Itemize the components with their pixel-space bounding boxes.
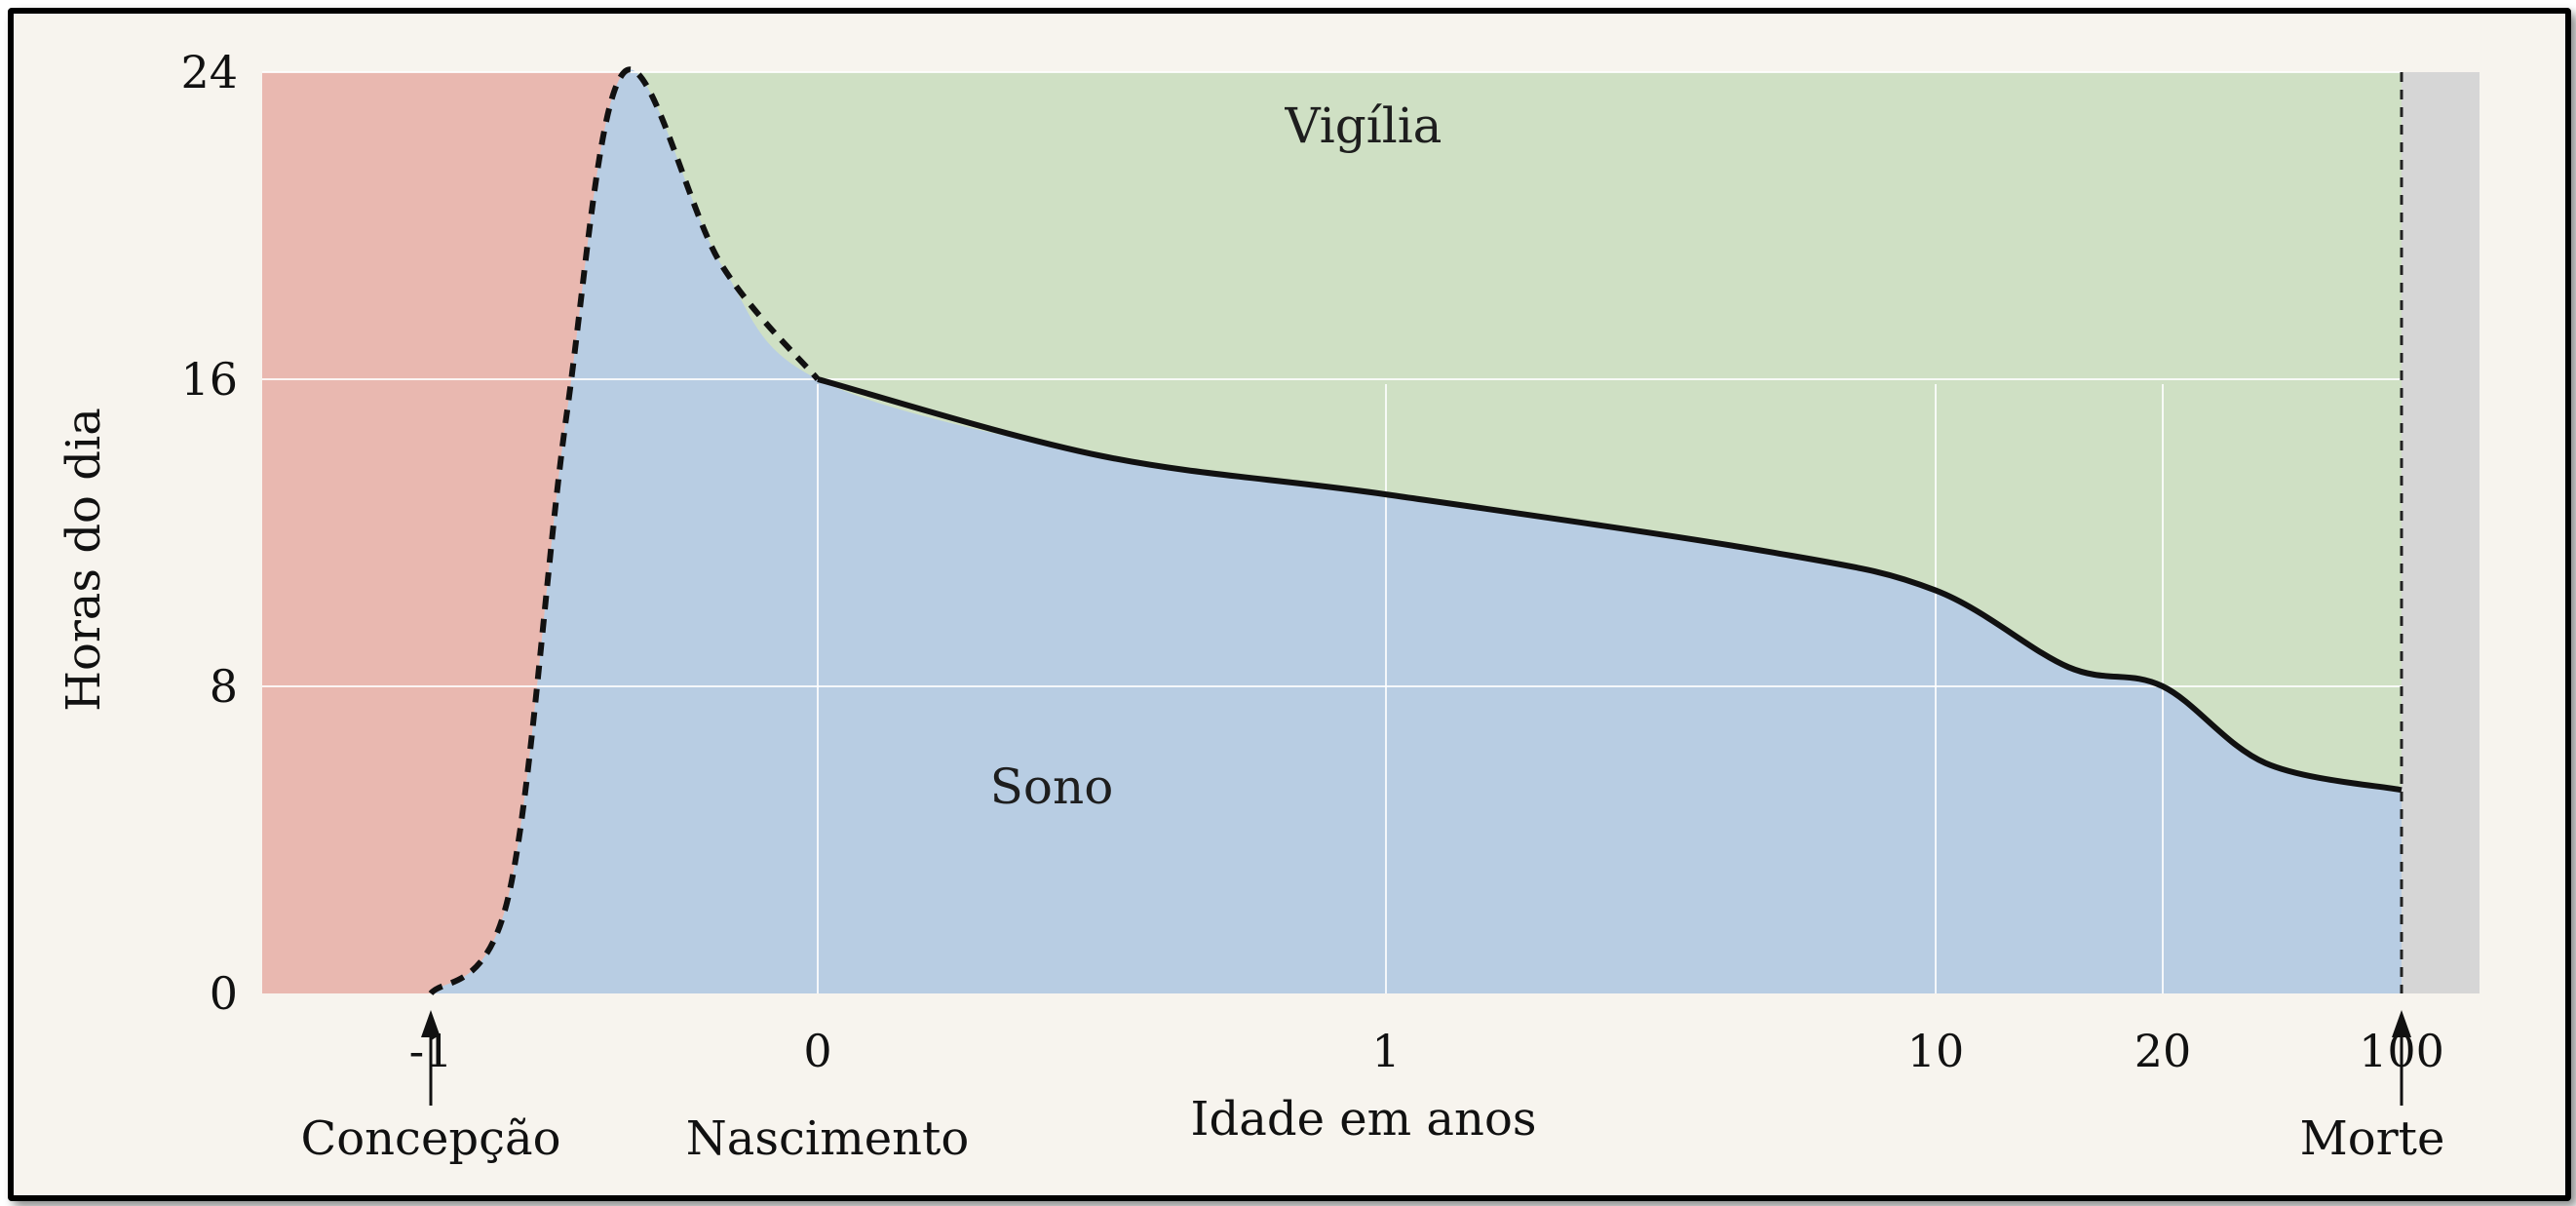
prenatal-band-upper (431, 72, 625, 993)
event-arrow-head (2392, 1010, 2411, 1037)
region-label-sono: Sono (990, 759, 1114, 815)
sleep-area (431, 69, 2402, 993)
sleep-wake-chart: Horas do dia Idade em anos Vigília Sono … (57, 46, 2480, 1166)
event-arrow-head (421, 1010, 441, 1037)
x-tick-label: 1 (1371, 1025, 1400, 1077)
x-tick-label: 20 (2134, 1025, 2192, 1077)
event-label: Nascimento (686, 1111, 970, 1166)
event-label: Morte (2300, 1111, 2445, 1166)
region-label-vigilia: Vigília (1284, 97, 1442, 154)
after-death-area (2402, 72, 2480, 993)
y-tick-label: 8 (210, 660, 238, 713)
event-label: Concepção (301, 1111, 561, 1166)
prenatal-band (262, 72, 431, 993)
x-axis-label: Idade em anos (1191, 1092, 1537, 1147)
y-tick-label: 0 (210, 967, 238, 1020)
sleep-curve (817, 376, 2403, 794)
chart-frame: Horas do dia Idade em anos Vigília Sono … (8, 8, 2571, 1201)
y-axis-label: Horas do dia (57, 408, 111, 712)
x-tick-label: 0 (803, 1025, 831, 1077)
x-tick-label: 10 (1907, 1025, 1965, 1077)
y-tick-label: 16 (180, 353, 238, 406)
y-tick-label: 24 (180, 46, 238, 98)
